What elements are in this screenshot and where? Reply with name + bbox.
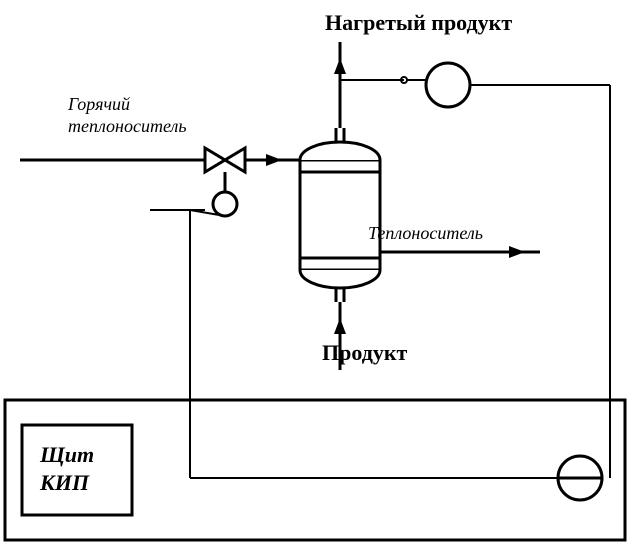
label-product: Продукт — [322, 340, 408, 365]
label-hot-carrier: теплоноситель — [68, 116, 187, 136]
label-panel: Щит — [39, 442, 94, 467]
label-hot-carrier: Горячий — [67, 94, 130, 114]
label-coolant: Теплоноситель — [368, 223, 483, 243]
label-panel: КИП — [39, 470, 90, 495]
label-heated-product: Нагретый продукт — [325, 10, 512, 35]
